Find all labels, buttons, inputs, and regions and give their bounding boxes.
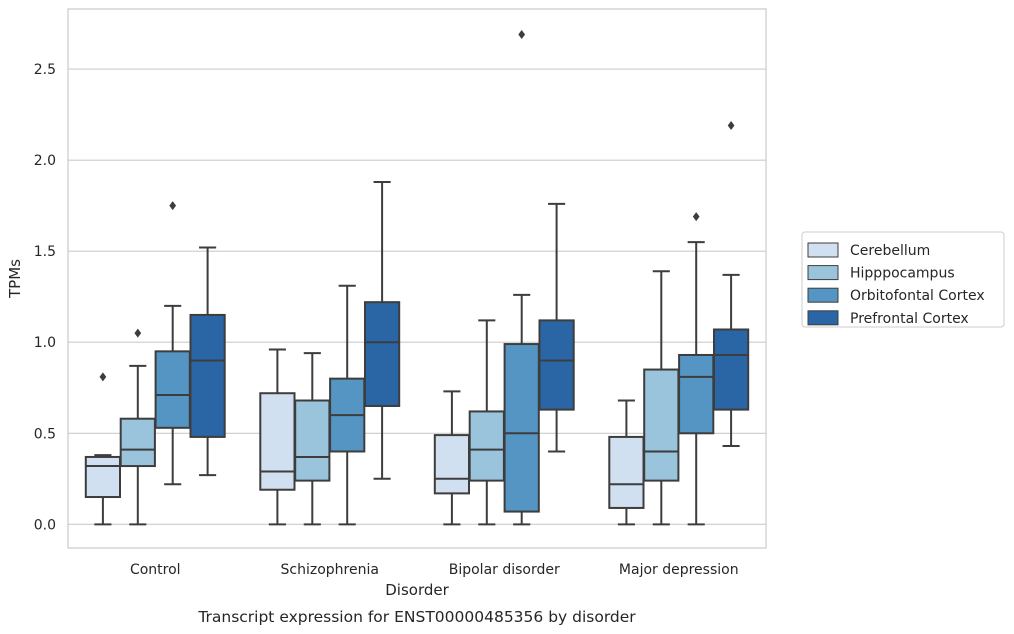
y-axis-ticks: 0.0 0.5 1.0 1.5 2.0 2.5 (34, 62, 56, 533)
iqr-box (84, 455, 122, 499)
iqr-box (363, 301, 401, 407)
box-cerebellum (259, 348, 296, 526)
outlier-point (134, 328, 142, 338)
outlier-point (692, 212, 700, 222)
iqr-box (468, 410, 505, 482)
box-prefrontal-cortex (189, 246, 226, 477)
legend-frame (801, 231, 1005, 328)
outlier-point (169, 201, 177, 211)
y-tick-label: 2.0 (34, 153, 56, 169)
gridlines (68, 68, 766, 525)
x-tick-label: Major depression (619, 562, 739, 578)
iqr-box (643, 368, 680, 482)
legend: Cerebellum Hipppocampus Orbitofontal Corte… (801, 231, 1005, 328)
iqr-box (294, 399, 331, 482)
legend-swatch (807, 287, 839, 303)
box-prefrontal-cortex (538, 202, 575, 453)
boxes (84, 29, 750, 526)
outlier-point (99, 372, 107, 382)
legend-swatch (807, 242, 839, 258)
iqr-box (712, 328, 750, 411)
box-orbitofontal-cortex (503, 29, 540, 526)
legend-swatch (807, 265, 839, 281)
plot-area-frame (67, 8, 767, 549)
y-tick-label: 1.0 (34, 335, 56, 351)
box-prefrontal-cortex (363, 180, 401, 480)
y-tick-label: 0.5 (34, 426, 56, 442)
x-tick-label: Bipolar disorder (449, 562, 560, 578)
legend-label: Cerebellum (850, 243, 930, 259)
box-hipppocampus (119, 328, 156, 526)
outlier-point (518, 29, 526, 39)
iqr-box (189, 313, 226, 438)
legend-label: Prefrontal Cortex (850, 311, 969, 327)
iqr-box (433, 434, 471, 495)
legend-label: Orbitofontal Cortex (850, 288, 985, 304)
iqr-box (154, 350, 191, 429)
y-tick-label: 1.5 (34, 244, 56, 260)
box-orbitofontal-cortex (329, 284, 366, 526)
iqr-box (678, 353, 715, 435)
iqr-box (503, 343, 540, 513)
iqr-box (259, 392, 296, 491)
box-cerebellum (84, 372, 122, 526)
box-cerebellum (433, 390, 471, 526)
legend-swatch (807, 310, 839, 326)
box-orbitofontal-cortex (678, 212, 715, 526)
y-axis-title: TPMs (6, 259, 24, 299)
x-tick-label: Schizophrenia (281, 562, 379, 578)
box-prefrontal-cortex (712, 121, 750, 448)
box-hipppocampus (468, 319, 505, 526)
x-tick-label: Control (130, 562, 181, 578)
legend-label: Hipppocampus (850, 266, 955, 282)
chart-caption: Transcript expression for ENST0000048535… (197, 608, 636, 626)
x-axis-title: Disorder (385, 581, 449, 599)
iqr-box (538, 319, 575, 411)
box-hipppocampus (294, 352, 331, 526)
x-axis-ticks: Control Schizophrenia Bipolar disorder Majo… (130, 562, 739, 578)
iqr-box (119, 417, 156, 468)
iqr-box (608, 435, 645, 509)
y-tick-label: 2.5 (34, 62, 56, 78)
y-tick-label: 0.0 (34, 517, 56, 533)
outlier-point (727, 121, 735, 131)
